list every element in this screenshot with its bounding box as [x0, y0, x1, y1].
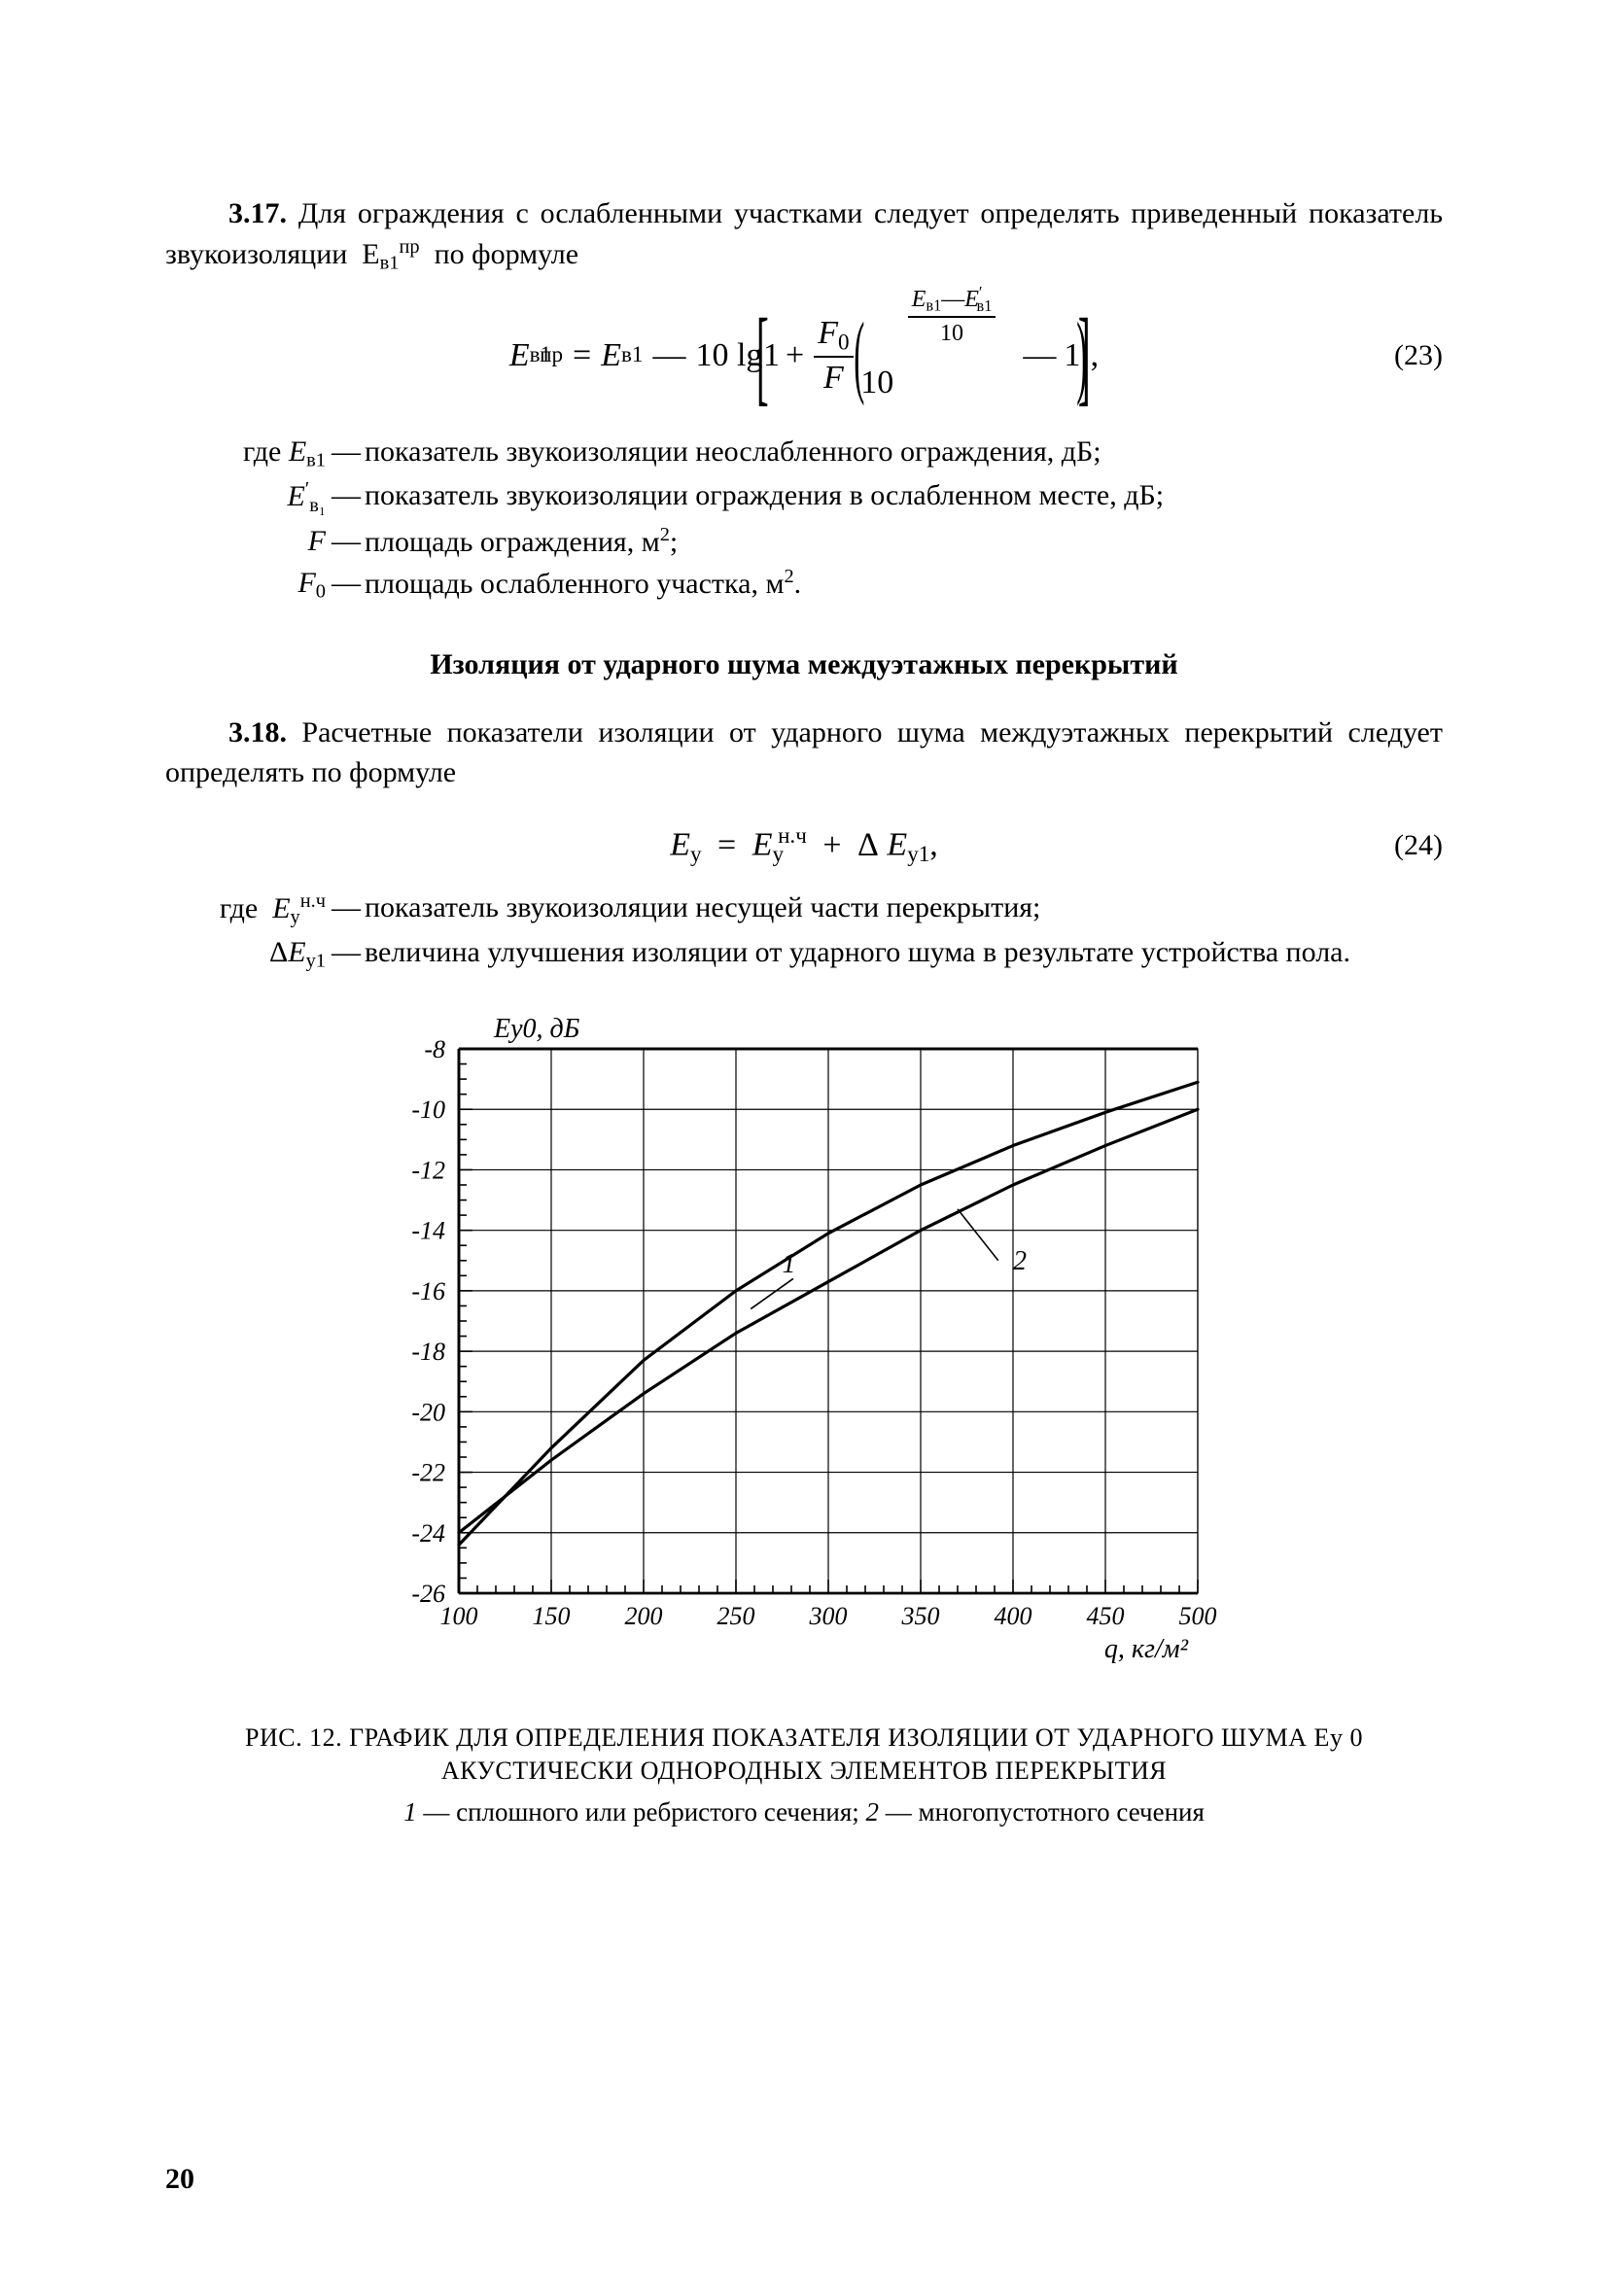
equation-number: (23): [1394, 336, 1443, 376]
figure-legend-text: 1 — сплошного или ребристого сечения; 2 …: [165, 1794, 1443, 1829]
svg-text:-10: -10: [411, 1096, 445, 1124]
svg-text:-20: -20: [411, 1399, 445, 1427]
svg-text:-22: -22: [411, 1459, 445, 1487]
svg-text:150: 150: [533, 1602, 571, 1630]
svg-text:-12: -12: [411, 1157, 445, 1185]
svg-text:-14: -14: [411, 1217, 445, 1245]
equation-23: Eв1пр = Eв1 — 10 lg [ 1 + F0 F ( 10 Eв1—…: [165, 306, 1443, 405]
svg-text:300: 300: [809, 1602, 848, 1630]
page-number: 20: [165, 2160, 194, 2200]
section-number: 3.18.: [228, 716, 287, 748]
svg-text:450: 450: [1087, 1602, 1125, 1630]
svg-text:-8: -8: [424, 1035, 445, 1063]
equation-number: (24): [1394, 826, 1443, 866]
svg-text:350: 350: [901, 1602, 940, 1630]
equation-24: Eу = Eун.ч + Δ Eу1, (24): [165, 821, 1443, 870]
svg-text:500: 500: [1179, 1602, 1217, 1630]
svg-text:q, кг/м²: q, кг/м²: [1104, 1634, 1189, 1664]
svg-text:200: 200: [625, 1602, 663, 1630]
svg-text:100: 100: [440, 1602, 478, 1630]
chart: 100 150 200 250 300 350 400 450 500 -8 -10 -12 -14 -1…: [367, 1010, 1241, 1671]
svg-text:400: 400: [995, 1602, 1032, 1630]
paragraph-text: Расчетные показатели изоляции от ударног…: [165, 716, 1443, 788]
svg-text:-24: -24: [411, 1519, 445, 1548]
paragraph-3.17: 3.17. Для ограждения с ослабленными учас…: [165, 194, 1443, 277]
definitions-3.18: где Eун.ч — показатель звукоизоляции нес…: [165, 888, 1443, 976]
svg-text:Eу0, дБ: Eу0, дБ: [493, 1014, 579, 1044]
section-number: 3.17.: [228, 197, 287, 229]
figure-12: 100 150 200 250 300 350 400 450 500 -8 -10 -12 -14 -1…: [165, 1010, 1443, 1830]
figure-caption: РИС. 12. ГРАФИК ДЛЯ ОПРЕДЕЛЕНИЯ ПОКАЗАТЕ…: [165, 1722, 1443, 1788]
svg-text:-18: -18: [411, 1338, 445, 1366]
paragraph-text: Для ограждения с ослабленными участками …: [165, 197, 1443, 270]
svg-text:2: 2: [1013, 1246, 1027, 1276]
svg-text:250: 250: [717, 1602, 755, 1630]
svg-text:-26: -26: [411, 1580, 445, 1608]
definitions-3.17: где Eв1 — показатель звукоизоляции неосл…: [165, 433, 1443, 607]
svg-text:-16: -16: [411, 1277, 445, 1305]
subsection-heading: Изоляция от ударного шума междуэтажных п…: [165, 645, 1443, 685]
svg-text:1: 1: [783, 1249, 796, 1279]
paragraph-3.18: 3.18. Расчетные показатели изоляции от у…: [165, 713, 1443, 792]
